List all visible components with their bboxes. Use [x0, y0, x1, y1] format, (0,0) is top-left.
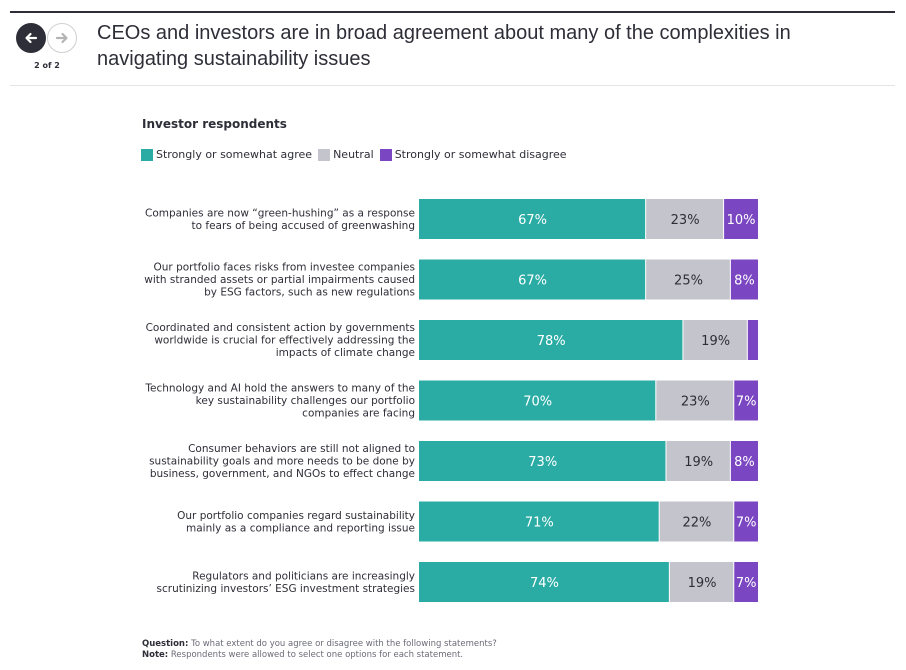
bar-segment-neutral — [646, 259, 730, 300]
category-label: Regulators and politicians are increasin… — [157, 570, 415, 595]
next-button[interactable] — [47, 23, 77, 53]
question-note: Question: To what extent do you agree or… — [142, 639, 497, 649]
bar-segment-disagree — [724, 199, 758, 239]
legend-label-agree: Strongly or somewhat agree — [156, 148, 313, 161]
category-label: Technology and AI hold the answers to ma… — [144, 383, 415, 420]
bar-segment-agree — [419, 199, 646, 239]
bar-value-label: 74% — [530, 576, 559, 591]
bar-segment-disagree — [734, 380, 758, 421]
bar-value-label: 73% — [528, 455, 557, 470]
category-label: Coordinated and consistent action by gov… — [146, 322, 415, 359]
bar-value-label: 67% — [518, 213, 547, 228]
arrow-right-icon — [55, 32, 68, 44]
bar-value-label: 7% — [736, 395, 757, 410]
legend-swatch-disagree — [379, 148, 392, 161]
bar-value-label: 7% — [736, 576, 757, 591]
category-label: Consumer behaviors are still not aligned… — [149, 443, 415, 480]
category-label: Our portfolio faces risks from investee … — [144, 262, 415, 299]
chart-footnote: Question: To what extent do you agree or… — [142, 639, 497, 661]
stacked-bar-chart: Companies are now “green-hushing” as a r… — [144, 199, 758, 602]
bar-value-label: 8% — [734, 455, 755, 470]
bar-value-label: 71% — [525, 516, 554, 531]
chart-title: Investor respondents — [142, 117, 287, 131]
page-indicator: 2 of 2 — [34, 61, 60, 70]
chart-legend: Strongly or somewhat agree Neutral Stron… — [141, 148, 573, 161]
bar-segment-agree — [419, 320, 683, 360]
bar-segment-neutral — [659, 501, 734, 542]
bar-value-label: 10% — [727, 213, 756, 228]
bar-segment-disagree — [730, 259, 758, 300]
bar-segment-agree — [419, 441, 666, 481]
bar-segment-disagree — [734, 501, 758, 542]
legend-label-neutral: Neutral — [333, 148, 374, 161]
bar-segment-neutral — [683, 320, 747, 360]
bar-value-label: 78% — [537, 334, 566, 349]
bar-value-label: 19% — [688, 576, 717, 591]
legend-item-disagree: Strongly or somewhat disagree — [379, 148, 567, 161]
bar-value-label: 7% — [736, 516, 757, 531]
bar-segment-neutral — [669, 562, 734, 602]
category-label: Companies are now “green-hushing” as a r… — [145, 207, 415, 232]
bar-segment-neutral — [656, 380, 734, 421]
header-divider — [10, 85, 895, 86]
bar-value-label: 25% — [674, 274, 703, 289]
bar-segment-neutral — [666, 441, 730, 481]
bar-value-label: 70% — [523, 395, 552, 410]
bar-value-label: 67% — [518, 274, 547, 289]
top-rule — [10, 11, 895, 13]
bar-value-label: 23% — [681, 395, 710, 410]
legend-item-agree: Strongly or somewhat agree — [141, 148, 312, 161]
bar-segment-disagree — [730, 441, 758, 481]
legend-label-disagree: Strongly or somewhat disagree — [394, 148, 567, 161]
legend-item-neutral: Neutral — [318, 148, 374, 161]
bar-segment-agree — [419, 501, 659, 542]
legend-swatch-neutral — [318, 148, 331, 161]
bar-segment-disagree — [747, 320, 758, 360]
bar-segment-disagree — [734, 562, 758, 602]
respondent-note: Note: Respondents were allowed to select… — [142, 650, 464, 660]
bar-segment-agree — [419, 380, 656, 421]
bar-value-label: 8% — [734, 274, 755, 289]
legend-swatch-agree — [141, 148, 153, 161]
previous-button[interactable] — [16, 23, 46, 53]
category-label: Our portfolio companies regard sustainab… — [177, 510, 415, 535]
bar-value-label: 23% — [671, 213, 700, 228]
bar-segment-agree — [419, 259, 646, 300]
page-title: CEOs and investors are in broad agreemen… — [97, 22, 791, 70]
bar-segment-neutral — [646, 199, 724, 239]
bar-segment-agree — [419, 562, 669, 602]
bar-value-label: 19% — [701, 334, 730, 349]
bar-value-label: 19% — [684, 455, 713, 470]
bar-value-label: 22% — [683, 516, 712, 531]
arrow-left-icon — [25, 32, 38, 44]
